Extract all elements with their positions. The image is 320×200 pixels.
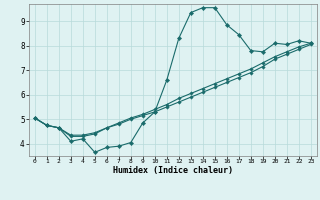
X-axis label: Humidex (Indice chaleur): Humidex (Indice chaleur) [113, 166, 233, 175]
